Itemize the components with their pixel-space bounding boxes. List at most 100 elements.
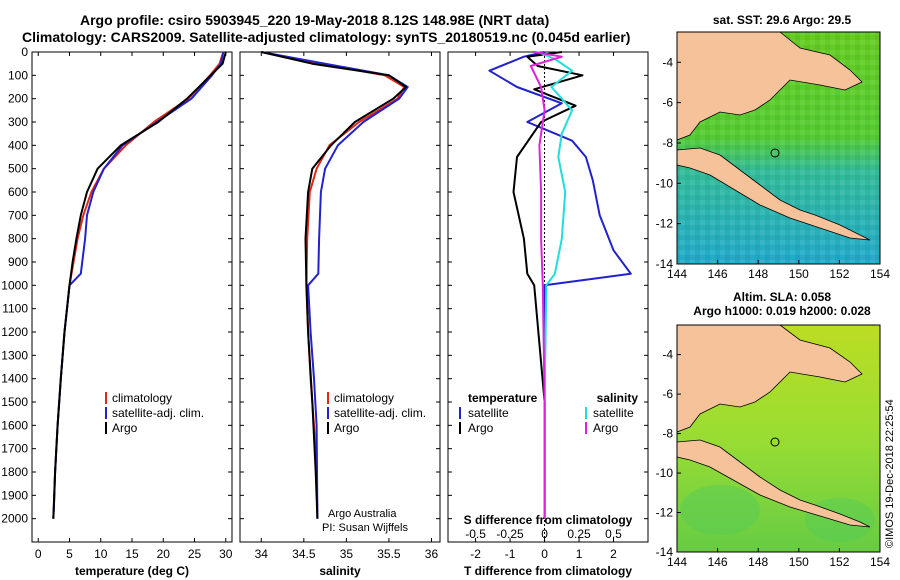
map-ytick-label: -8 (662, 136, 673, 150)
sst-map-argo-location (770, 148, 780, 158)
map-xtick-label: 148 (748, 555, 768, 569)
map-xtick-label: 152 (829, 267, 849, 281)
salinity-series (261, 51, 409, 519)
map-xtick-label: 146 (708, 555, 728, 569)
difference-series (488, 51, 632, 519)
temperature-legend: climatology satellite-adj. clim. Argo (105, 391, 204, 435)
legend-salinity-title: salinity (597, 391, 639, 405)
sla-map-ticks: 144 146 148 150 152 154 -4 -6 -8 -10 -12 -14 (656, 348, 891, 569)
credit-line2: PI: Susan Wijffels (322, 522, 408, 534)
temperature-x-axis: 0 5 10 15 20 25 30 (35, 52, 233, 561)
sla-map-argo-location (770, 437, 780, 447)
map-ytick-label: -10 (656, 176, 674, 190)
map-xtick-label: 148 (748, 267, 768, 281)
map-xtick-label: 144 (667, 267, 687, 281)
xtick-label: -2 (470, 547, 481, 561)
ytick-label: 700 (8, 208, 28, 222)
legend-t-argo: Argo (468, 421, 494, 435)
map-ytick-label: -4 (662, 55, 673, 69)
ytick-label: 1600 (1, 418, 28, 432)
salinity-legend: climatology satellite-adj. clim. Argo (327, 391, 426, 435)
legend-argo: Argo (112, 421, 138, 435)
xtick-label: 0 (35, 547, 42, 561)
series-line-temperature-satellite (488, 51, 632, 519)
map-ytick-label: -6 (662, 96, 673, 110)
series-line-temperature-argo (512, 51, 584, 519)
difference-legend: temperature satellite Argo salinity sate… (459, 391, 639, 435)
ytick-label: 100 (8, 68, 28, 82)
xtick-label: 15 (125, 547, 139, 561)
temperature-axes-frame (31, 51, 233, 543)
sla-map-title: Altim. SLA: 0.058 (733, 290, 831, 304)
sst-map-land-peninsula (676, 147, 871, 241)
salinity-x-axis: 34 34.5 35 35.5 36 (255, 52, 438, 561)
temperature-series (52, 51, 227, 519)
legend-temperature-title: temperature (468, 391, 538, 405)
map-xtick-label: 154 (870, 555, 890, 569)
series-line-climatology (261, 51, 406, 519)
top-xtick-label: -0.5 (465, 527, 486, 541)
sla-map-panel: Altim. SLA: 0.058 Argo h1000: 0.019 h200… (656, 290, 891, 569)
xtick-label: 34 (255, 547, 269, 561)
xtick-label: 20 (157, 547, 171, 561)
xtick-label: 10 (94, 547, 108, 561)
series-line-climatology (52, 51, 225, 519)
map-xtick-label: 144 (667, 555, 687, 569)
series-line-satellite-adj-clim- (261, 51, 409, 519)
map-ytick-label: -14 (656, 257, 674, 271)
map-ytick-label: -10 (656, 466, 674, 480)
difference-x-axis: -2 -1 0 1 2 (470, 52, 617, 561)
figure-title-line1: Argo profile: csiro 5903945_220 19-May-2… (80, 12, 549, 28)
top-xtick-label: 0 (541, 527, 548, 541)
sst-map-frame (676, 31, 881, 265)
sla-map-eddy-1 (680, 485, 760, 535)
ytick-label: 300 (8, 115, 28, 129)
legend-s-argo: Argo (593, 421, 619, 435)
series-line-salinity-argo (529, 51, 563, 519)
legend-t-satellite: satellite (468, 406, 509, 420)
sla-map-land-png (676, 324, 863, 433)
map-ytick-label: -12 (656, 506, 674, 520)
xtick-label: 2 (610, 547, 617, 561)
series-line-argo (261, 51, 407, 519)
figure-title-line2: Climatology: CARS2009. Satellite-adjuste… (22, 29, 630, 45)
map-ytick-label: -6 (662, 387, 673, 401)
map-ytick-label: -14 (656, 545, 674, 559)
xtick-label: -1 (505, 547, 516, 561)
sst-map-title: sat. SST: 29.6 Argo: 29.5 (713, 13, 852, 27)
ytick-label: 600 (8, 185, 28, 199)
sla-map-subtitle: Argo h1000: 0.019 h2000: 0.028 (693, 304, 871, 318)
salinity-diff-ticks: -0.5 -0.25 0 0.25 0.5 (465, 527, 622, 541)
ytick-label: 500 (8, 162, 28, 176)
xtick-label: 1 (576, 547, 583, 561)
ytick-label: 1700 (1, 442, 28, 456)
difference-top-x-label: S difference from climatology (464, 513, 633, 527)
top-xtick-label: -0.25 (496, 527, 524, 541)
legend-satellite: satellite-adj. clim. (334, 406, 426, 420)
ytick-label: 1400 (1, 372, 28, 386)
xtick-label: 34.5 (292, 547, 316, 561)
ytick-label: 0 (21, 45, 28, 59)
sst-map-land-png (676, 31, 863, 141)
ytick-label: 1800 (1, 465, 28, 479)
sst-map-panel: sat. SST: 29.6 Argo: 29.5 144 146 148 150 15… (656, 13, 891, 281)
salinity-axes-frame (239, 51, 441, 543)
ytick-label: 200 (8, 92, 28, 106)
top-xtick-label: 0.5 (605, 527, 622, 541)
xtick-label: 35 (340, 547, 354, 561)
ytick-label: 1100 (2, 302, 28, 316)
xtick-label: 0 (541, 547, 548, 561)
series-line-salinity-satellite (537, 51, 574, 519)
difference-x-label: T difference from climatology (464, 564, 632, 578)
xtick-label: 35.5 (377, 547, 401, 561)
xtick-label: 25 (188, 547, 202, 561)
map-xtick-label: 154 (870, 267, 890, 281)
imos-stamp: ©IMOS 19-Dec-2018 22:25:54 (884, 399, 896, 548)
difference-axes-frame (447, 51, 649, 543)
map-xtick-label: 152 (829, 555, 849, 569)
ytick-label: 1200 (1, 325, 28, 339)
xtick-label: 5 (66, 547, 73, 561)
legend-satellite: satellite-adj. clim. (112, 406, 204, 420)
ytick-label: 1900 (1, 488, 28, 502)
